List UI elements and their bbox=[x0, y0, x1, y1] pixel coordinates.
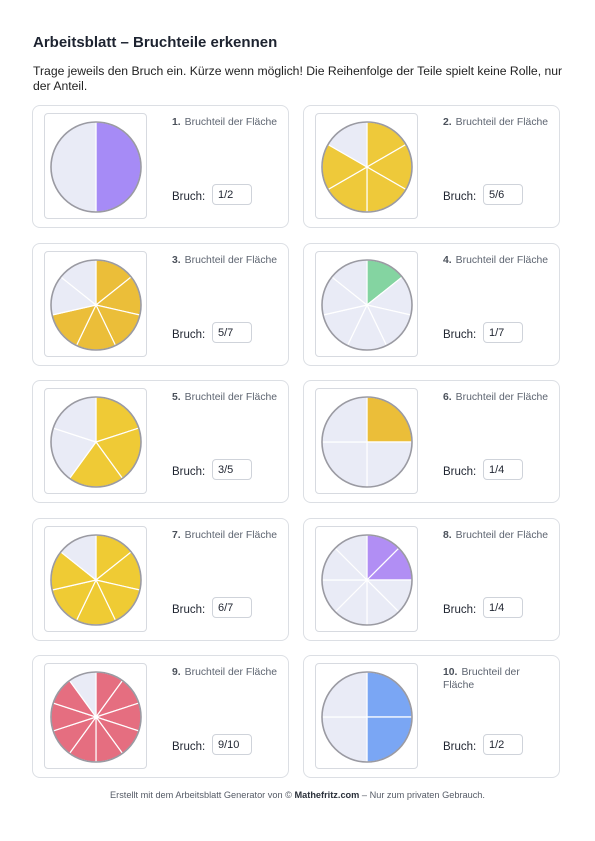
pie-outline bbox=[50, 121, 142, 213]
pie-outline bbox=[321, 533, 413, 626]
fraction-pie bbox=[50, 258, 142, 351]
pie-chart-frame bbox=[44, 663, 147, 769]
fraction-pie bbox=[321, 671, 413, 763]
answer-label: Bruch: bbox=[172, 191, 206, 203]
task-number: 5. bbox=[172, 392, 181, 403]
pie-chart-frame bbox=[315, 113, 418, 219]
answer-field[interactable]: 9/10 bbox=[212, 734, 252, 755]
fraction-pie bbox=[321, 533, 413, 626]
question-text: 9. Bruchteil der Fläche bbox=[172, 667, 282, 680]
pie-chart-frame bbox=[315, 663, 418, 769]
footer-brand: Mathefritz.com bbox=[294, 790, 360, 800]
page-title: Arbeitsblatt – Bruchteile erkennen bbox=[33, 34, 278, 51]
pie-slice-filled bbox=[95, 121, 142, 213]
question-text: 1. Bruchteil der Fläche bbox=[172, 117, 282, 130]
pie-outline bbox=[321, 258, 413, 351]
task-number: 2. bbox=[443, 117, 452, 128]
pie-chart-frame bbox=[315, 250, 418, 357]
answer-field[interactable]: 3/5 bbox=[212, 459, 252, 480]
task-number: 10. bbox=[443, 667, 458, 678]
pie-outline bbox=[50, 671, 142, 763]
question-text: 8. Bruchteil der Fläche bbox=[443, 530, 553, 543]
fraction-pie bbox=[50, 121, 142, 213]
footer: Erstellt mit dem Arbeitsblatt Generator … bbox=[0, 790, 595, 800]
task-card: 9. Bruchteil der Fläche Bruch: 9/10 bbox=[32, 655, 289, 778]
question-label: Bruchteil der Fläche bbox=[455, 254, 549, 266]
task-card: 4. Bruchteil der Fläche Bruch: 1/7 bbox=[303, 242, 560, 366]
question-text: 5. Bruchteil der Fläche bbox=[172, 392, 282, 405]
answer-label: Bruch: bbox=[172, 741, 206, 753]
question-text: 10. Bruchteil der Fläche bbox=[443, 667, 553, 692]
pie-outline bbox=[321, 121, 413, 213]
answer-field[interactable]: 1/7 bbox=[483, 321, 523, 343]
answer-field[interactable]: 5/6 bbox=[483, 184, 523, 205]
fraction-pie bbox=[321, 121, 413, 213]
fraction-pie bbox=[50, 396, 142, 488]
answer-field[interactable]: 1/2 bbox=[483, 734, 523, 755]
answer-label: Bruch: bbox=[172, 603, 206, 616]
task-card: 5. Bruchteil der Fläche Bruch: 3/5 bbox=[32, 380, 289, 503]
task-number: 6. bbox=[443, 392, 452, 403]
question-label: Bruchteil der Fläche bbox=[455, 117, 549, 128]
footer-suffix: – Nur zum privaten Gebrauch. bbox=[361, 790, 485, 800]
question-label: Bruchteil der Fläche bbox=[184, 667, 278, 678]
question-text: 3. Bruchteil der Fläche bbox=[172, 255, 282, 268]
question-text: 2. Bruchteil der Fläche bbox=[443, 117, 553, 130]
task-card: 1. Bruchteil der Fläche Bruch: 1/2 bbox=[32, 105, 289, 228]
fraction-pie bbox=[50, 533, 142, 626]
question-label: Bruchteil der Fläche bbox=[184, 529, 278, 541]
task-card: 7. Bruchteil der Fläche Bruch: 6/7 bbox=[32, 517, 289, 641]
answer-field[interactable]: 6/7 bbox=[212, 596, 252, 618]
task-number: 9. bbox=[172, 667, 181, 678]
question-label: Bruchteil der Fläche bbox=[455, 392, 549, 403]
task-card: 8. Bruchteil der Fläche Bruch: 1/4 bbox=[303, 517, 560, 641]
answer-label: Bruch: bbox=[443, 603, 477, 616]
pie-chart-frame bbox=[44, 525, 147, 632]
answer-field[interactable]: 1/4 bbox=[483, 596, 523, 618]
task-number: 8. bbox=[443, 529, 452, 541]
question-label: Bruchteil der Fläche bbox=[455, 529, 549, 541]
pie-outline bbox=[321, 671, 413, 763]
task-number: 4. bbox=[443, 254, 452, 266]
fraction-pie bbox=[321, 258, 413, 351]
pie-chart-frame bbox=[44, 388, 147, 494]
pie-outline bbox=[50, 396, 142, 488]
pie-outline bbox=[321, 396, 413, 488]
instructions: Trage jeweils den Bruch ein. Kürze wenn … bbox=[33, 64, 563, 93]
question-label: Bruchteil der Fläche bbox=[184, 392, 278, 403]
pie-outline bbox=[50, 533, 142, 626]
question-label: Bruchteil der Fläche bbox=[184, 117, 278, 128]
question-label: Bruchteil der Fläche bbox=[184, 254, 278, 266]
answer-label: Bruch: bbox=[443, 328, 477, 341]
task-number: 3. bbox=[172, 254, 181, 266]
answer-field[interactable]: 1/4 bbox=[483, 459, 523, 480]
answer-label: Bruch: bbox=[443, 191, 477, 203]
answer-label: Bruch: bbox=[172, 328, 206, 341]
question-text: 7. Bruchteil der Fläche bbox=[172, 530, 282, 543]
task-card: 6. Bruchteil der Fläche Bruch: 1/4 bbox=[303, 380, 560, 503]
answer-label: Bruch: bbox=[172, 466, 206, 478]
footer-prefix: Erstellt mit dem Arbeitsblatt Generator … bbox=[110, 790, 292, 800]
task-card: 3. Bruchteil der Fläche Bruch: 5/7 bbox=[32, 242, 289, 366]
pie-slice-empty bbox=[50, 121, 97, 213]
pie-chart-frame bbox=[315, 388, 418, 494]
question-text: 4. Bruchteil der Fläche bbox=[443, 255, 553, 268]
question-label: Bruchteil der Fläche bbox=[443, 667, 520, 691]
answer-field[interactable]: 5/7 bbox=[212, 321, 252, 343]
answer-label: Bruch: bbox=[443, 466, 477, 478]
answer-field[interactable]: 1/2 bbox=[212, 184, 252, 205]
task-card: 10. Bruchteil der Fläche Bruch: 1/2 bbox=[303, 655, 560, 778]
task-card: 2. Bruchteil der Fläche Bruch: 5/6 bbox=[303, 105, 560, 228]
task-number: 7. bbox=[172, 529, 181, 541]
answer-label: Bruch: bbox=[443, 741, 477, 753]
task-number: 1. bbox=[172, 117, 181, 128]
question-text: 6. Bruchteil der Fläche bbox=[443, 392, 553, 405]
fraction-pie bbox=[321, 396, 413, 488]
pie-chart-frame bbox=[44, 250, 147, 357]
fraction-pie bbox=[50, 671, 142, 763]
pie-outline bbox=[50, 258, 142, 351]
pie-chart-frame bbox=[315, 525, 418, 632]
pie-chart-frame bbox=[44, 113, 147, 219]
